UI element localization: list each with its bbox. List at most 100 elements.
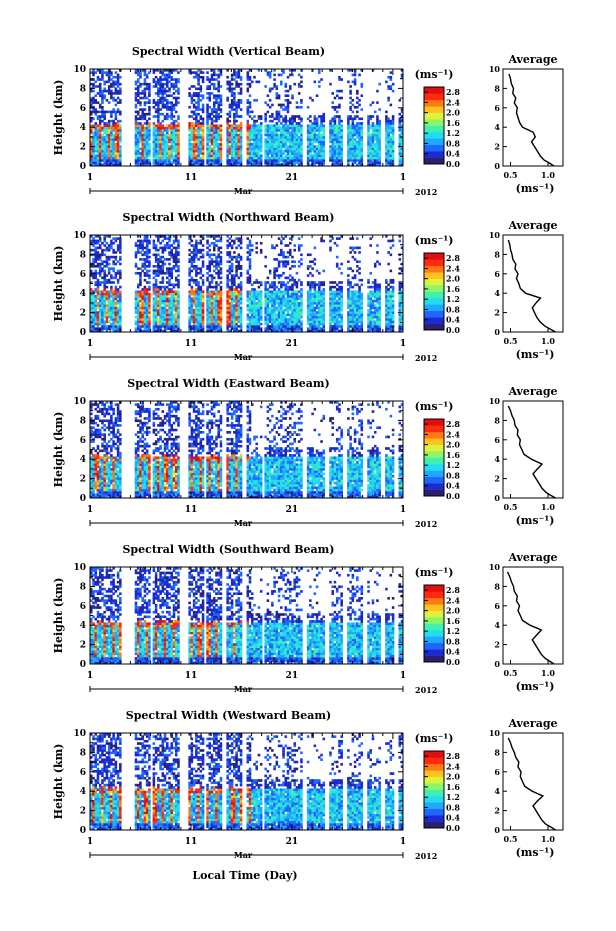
heatmap-cell bbox=[356, 92, 359, 95]
heatmap-cell bbox=[356, 156, 359, 160]
heatmap-cell bbox=[110, 244, 113, 247]
heatmap-cell bbox=[168, 138, 171, 141]
heatmap-cell bbox=[280, 82, 283, 86]
heatmap-cell bbox=[250, 110, 254, 114]
heatmap-cell bbox=[226, 87, 229, 91]
heatmap-cell bbox=[235, 288, 238, 291]
heatmap-cell bbox=[90, 304, 93, 307]
heatmap-cell bbox=[239, 311, 243, 314]
heatmap-cell bbox=[371, 161, 375, 164]
heatmap-cell bbox=[174, 235, 178, 238]
heatmap-cell bbox=[148, 108, 151, 111]
heatmap-cell bbox=[141, 290, 144, 294]
heatmap-cell bbox=[208, 126, 212, 130]
heatmap-cell bbox=[212, 320, 216, 324]
heatmap-cell bbox=[170, 152, 174, 155]
heatmap-cell bbox=[166, 75, 169, 79]
heatmap-cell bbox=[206, 115, 209, 118]
heatmap-cell bbox=[237, 255, 241, 259]
heatmap-cell bbox=[271, 159, 274, 162]
heatmap-cell bbox=[259, 281, 263, 284]
heatmap-cell bbox=[110, 129, 113, 132]
heatmap-cell bbox=[367, 122, 370, 125]
heatmap-cell bbox=[217, 318, 220, 321]
heatmap-cell bbox=[170, 129, 174, 132]
heatmap-cell bbox=[291, 152, 294, 155]
heatmap-cell bbox=[136, 80, 140, 84]
heatmap-cell bbox=[199, 318, 203, 321]
heatmap-cell bbox=[163, 271, 167, 275]
heatmap-cell bbox=[215, 299, 218, 303]
heatmap-cell bbox=[351, 103, 355, 107]
heatmap-cell bbox=[174, 80, 178, 84]
heatmap-cell bbox=[400, 154, 404, 158]
heatmap-cell bbox=[192, 253, 196, 257]
heatmap-cell bbox=[338, 152, 341, 155]
heatmap-cell bbox=[235, 154, 238, 158]
heatmap-cell bbox=[351, 133, 355, 137]
heatmap-cell bbox=[136, 306, 140, 310]
heatmap-cell bbox=[239, 292, 243, 296]
heatmap-cell bbox=[237, 265, 241, 268]
heatmap-cell bbox=[199, 327, 203, 330]
heatmap-cell bbox=[293, 163, 296, 167]
heatmap-cell bbox=[197, 135, 200, 139]
heatmap-cell bbox=[237, 115, 241, 118]
heatmap-cell bbox=[300, 135, 303, 139]
heatmap-cell bbox=[98, 265, 102, 268]
heatmap-cell bbox=[391, 122, 395, 125]
heatmap-cell bbox=[378, 133, 381, 137]
heatmap-cell bbox=[114, 112, 118, 116]
heatmap-cell bbox=[291, 124, 294, 128]
heatmap-cell bbox=[172, 241, 176, 245]
heatmap-cell bbox=[92, 71, 95, 74]
heatmap-cell bbox=[148, 269, 151, 273]
heatmap-cell bbox=[112, 255, 115, 259]
heatmap-cell bbox=[105, 258, 109, 261]
heatmap-cells bbox=[90, 235, 404, 333]
heatmap-cell bbox=[98, 255, 102, 259]
heatmap-cell bbox=[188, 156, 191, 160]
heatmap-cell bbox=[367, 135, 370, 139]
heatmap-cell bbox=[300, 129, 303, 132]
heatmap-cell bbox=[174, 308, 178, 312]
heatmap-cell bbox=[210, 318, 214, 321]
heatmap-cell bbox=[275, 145, 279, 148]
heatmap-cell bbox=[177, 142, 180, 146]
heatmap-cell bbox=[190, 269, 194, 273]
heatmap-cell bbox=[259, 304, 263, 307]
heatmap-cell bbox=[347, 124, 350, 128]
heatmap-cell bbox=[159, 281, 162, 284]
heatmap-cell bbox=[148, 311, 151, 314]
heatmap-cell bbox=[315, 133, 319, 137]
heatmap-cell bbox=[358, 135, 361, 139]
heatmap-cell bbox=[116, 140, 120, 144]
heatmap-cell bbox=[309, 163, 312, 167]
heatmap-cell bbox=[103, 129, 106, 132]
heatmap-cell bbox=[159, 124, 162, 128]
heatmap-cell bbox=[161, 320, 165, 324]
heatmap-cell bbox=[141, 152, 144, 155]
heatmap-cell bbox=[157, 285, 160, 289]
heatmap-cell bbox=[315, 126, 319, 130]
heatmap-cell bbox=[188, 237, 191, 240]
heatmap-cell bbox=[163, 154, 167, 158]
heatmap-cell bbox=[105, 262, 109, 266]
heatmap-cell bbox=[400, 126, 404, 130]
heatmap-cell bbox=[154, 322, 158, 326]
heatmap-cell bbox=[159, 80, 162, 84]
heatmap-cell bbox=[136, 85, 140, 88]
heatmap-cell bbox=[297, 82, 301, 86]
heatmap-cell bbox=[266, 149, 270, 153]
heatmap-cell bbox=[157, 147, 160, 151]
heatmap-cell bbox=[255, 306, 258, 310]
heatmap-cell bbox=[284, 85, 288, 88]
heatmap-cell bbox=[195, 122, 198, 125]
heatmap-cell bbox=[271, 124, 274, 128]
heatmap-cell bbox=[145, 75, 149, 79]
heatmap-cell bbox=[235, 103, 238, 107]
heatmap-cell bbox=[391, 126, 395, 130]
heatmap-cell bbox=[101, 78, 104, 81]
heatmap-cell bbox=[199, 315, 203, 319]
heatmap-cell bbox=[349, 131, 352, 134]
